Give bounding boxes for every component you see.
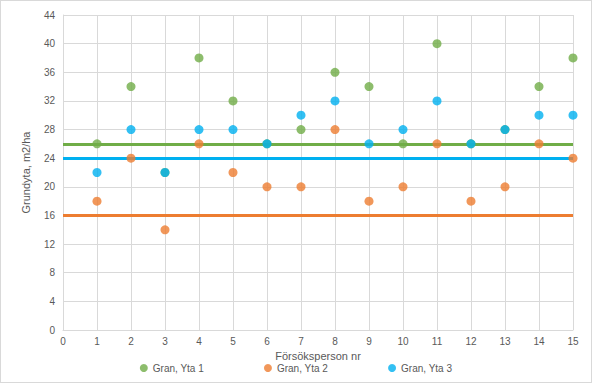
svg-text:1: 1 — [94, 336, 100, 347]
svg-text:20: 20 — [44, 181, 56, 192]
svg-text:32: 32 — [44, 95, 56, 106]
svg-text:4: 4 — [49, 296, 55, 307]
svg-text:6: 6 — [264, 336, 270, 347]
svg-text:7: 7 — [298, 336, 304, 347]
svg-text:13: 13 — [499, 336, 511, 347]
svg-text:28: 28 — [44, 124, 56, 135]
svg-text:0: 0 — [49, 325, 55, 336]
svg-text:Gran, Yta 1: Gran, Yta 1 — [153, 363, 204, 374]
svg-text:0: 0 — [60, 336, 66, 347]
svg-text:24: 24 — [44, 153, 56, 164]
svg-text:2: 2 — [128, 336, 134, 347]
svg-text:Gran, Yta 2: Gran, Yta 2 — [277, 363, 328, 374]
svg-text:8: 8 — [49, 267, 55, 278]
svg-text:12: 12 — [44, 239, 56, 250]
svg-text:Grundyta, m2/ha: Grundyta, m2/ha — [20, 131, 32, 214]
svg-text:11: 11 — [432, 336, 443, 347]
svg-text:15: 15 — [567, 336, 579, 347]
svg-text:8: 8 — [332, 336, 338, 347]
svg-text:5: 5 — [230, 336, 236, 347]
svg-text:10: 10 — [397, 336, 409, 347]
svg-text:36: 36 — [44, 67, 56, 78]
svg-text:44: 44 — [44, 10, 56, 21]
svg-text:16: 16 — [44, 210, 56, 221]
svg-text:Försöksperson nr: Försöksperson nr — [275, 350, 361, 362]
svg-text:14: 14 — [533, 336, 545, 347]
svg-text:40: 40 — [44, 38, 56, 49]
svg-text:9: 9 — [366, 336, 372, 347]
svg-text:3: 3 — [162, 336, 168, 347]
svg-text:Gran, Yta 3: Gran, Yta 3 — [401, 363, 452, 374]
svg-text:12: 12 — [465, 336, 477, 347]
svg-text:4: 4 — [196, 336, 202, 347]
